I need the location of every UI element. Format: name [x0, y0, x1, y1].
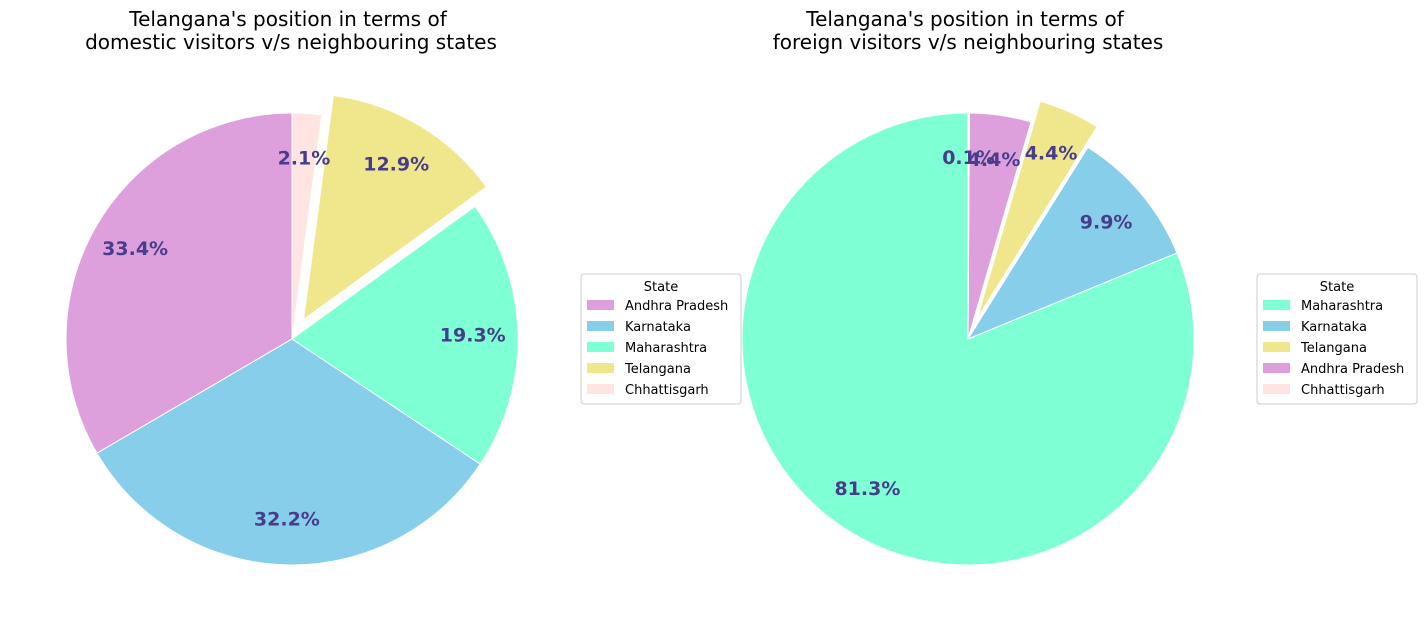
pie-percent-labels: 81.3%9.9%4.4%4.4%0.1%: [834, 142, 1132, 500]
legend-swatch-karnataka: [587, 321, 614, 331]
legend-label-karnataka: Karnataka: [625, 320, 691, 335]
chart-title-line1: Telangana's position in terms of: [805, 7, 1124, 31]
legend-label-chhattisgarh: Chhattisgarh: [625, 383, 709, 398]
legend-swatch-maharashtra: [1263, 300, 1290, 310]
pie-slice-karnataka: [96, 338, 481, 566]
pie-slices: [741, 100, 1195, 566]
legend-swatch-andhra-pradesh: [1263, 363, 1290, 373]
legend-swatch-chhattisgarh: [587, 384, 614, 394]
pie-slice-maharashtra: [291, 205, 519, 465]
pie-slice-andhra-pradesh: [65, 112, 293, 454]
legend-title: State: [1320, 280, 1354, 295]
legend-items: Maharashtra Karnataka Telangana Andhra Prad…: [1263, 299, 1404, 398]
legend-label-andhra-pradesh: Andhra Pradesh: [625, 299, 728, 314]
pie-slice-chhattisgarh: [291, 112, 323, 340]
pie-percent-label-andhra-pradesh: 33.4%: [102, 238, 168, 260]
pie-slice-maharashtra: [741, 112, 1195, 566]
pie-percent-label-maharashtra: 19.3%: [440, 324, 506, 346]
legend-label-maharashtra: Maharashtra: [1301, 299, 1383, 314]
pie-percent-label-chhattisgarh: 2.1%: [278, 148, 331, 170]
legend: State Andhra Pradesh Karnataka Maharashtra…: [580, 273, 742, 405]
legend-label-telangana: Telangana: [624, 362, 691, 377]
legend-items: Andhra Pradesh Karnataka Maharashtra Telang…: [587, 299, 728, 398]
pie-slice-chhattisgarh: [967, 112, 970, 340]
legend-label-telangana: Telangana: [1300, 341, 1367, 356]
legend-swatch-maharashtra: [587, 342, 614, 352]
pie-percent-label-andhra-pradesh: 4.4%: [968, 149, 1021, 171]
pie-percent-labels: 33.4% 32.2% 19.3% 12.9% 2.1%: [102, 148, 506, 531]
pie-percent-label-chhattisgarh: 0.1%: [942, 147, 995, 169]
legend-swatch-karnataka: [1263, 321, 1290, 331]
pie-slice-telangana: [976, 100, 1098, 319]
legend-swatch-telangana: [1263, 342, 1290, 352]
chart-title-line1: Telangana's position in terms of: [128, 7, 447, 31]
legend-frame: [580, 273, 742, 405]
legend-swatch-andhra-pradesh: [587, 300, 614, 310]
pie-chart-foreign: Telangana's position in terms of foreign…: [741, 7, 1418, 566]
legend: State Maharashtra Karnataka Telangana Andhr…: [1256, 273, 1418, 405]
chart-title-line2: domestic visitors v/s neighbouring state…: [85, 30, 497, 54]
pie-slice-karnataka: [966, 146, 1178, 341]
legend-label-andhra-pradesh: Andhra Pradesh: [1301, 362, 1404, 377]
pie-percent-label-telangana: 12.9%: [363, 153, 429, 175]
legend-label-chhattisgarh: Chhattisgarh: [1301, 383, 1385, 398]
pie-percent-label-karnataka: 32.2%: [254, 509, 320, 531]
pie-chart-domestic: Telangana's position in terms of domesti…: [65, 7, 742, 566]
pie-slices: [65, 94, 519, 566]
legend-swatch-chhattisgarh: [1263, 384, 1290, 394]
legend-frame: [1256, 273, 1418, 405]
legend-label-maharashtra: Maharashtra: [625, 341, 707, 356]
pie-percent-label-karnataka: 9.9%: [1080, 211, 1133, 233]
chart-title-line2: foreign visitors v/s neighbouring states: [773, 30, 1164, 54]
legend-swatch-telangana: [587, 363, 614, 373]
pie-slice-telangana: [302, 94, 488, 321]
legend-title: State: [644, 280, 678, 295]
legend-label-karnataka: Karnataka: [1301, 320, 1367, 335]
pie-percent-label-telangana: 4.4%: [1025, 142, 1078, 164]
pie-percent-label-maharashtra: 81.3%: [834, 478, 900, 500]
